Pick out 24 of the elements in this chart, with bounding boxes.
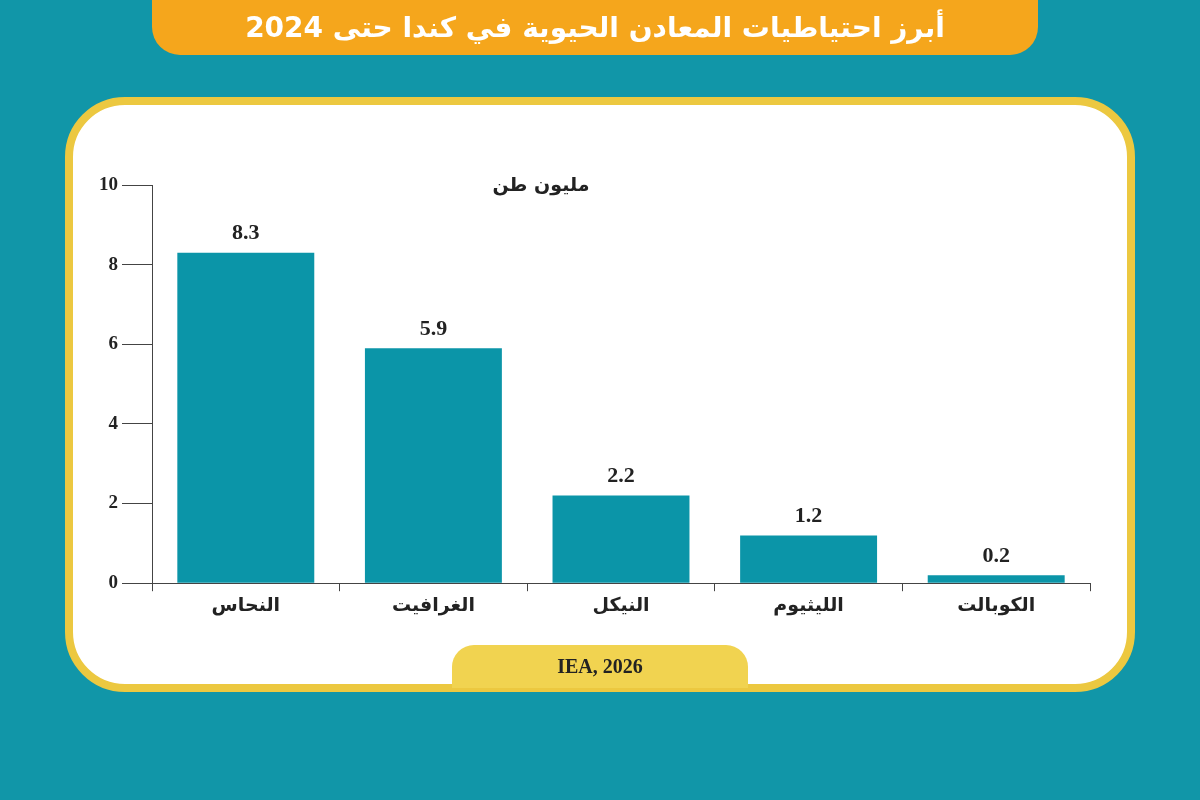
data-label: 1.2 bbox=[794, 502, 823, 528]
bar bbox=[552, 495, 690, 583]
data-label: 2.2 bbox=[607, 462, 635, 488]
bar bbox=[177, 252, 315, 583]
y-tick-label: 0 bbox=[108, 571, 118, 593]
bar bbox=[927, 575, 1065, 583]
y-tick-label: 10 bbox=[99, 172, 118, 194]
bar bbox=[364, 348, 502, 583]
x-tick-label: الكوبالت bbox=[957, 592, 1036, 616]
chart-title: أبرز احتياطيات المعادن الحيوية في كندا حتى 2024 bbox=[152, 0, 1038, 55]
data-label: 8.3 bbox=[232, 219, 260, 245]
data-label: 5.9 bbox=[419, 314, 448, 340]
y-tick-label: 4 bbox=[108, 411, 119, 433]
text: IEA, 2026 bbox=[452, 645, 748, 688]
y-axis-title: مليون طن bbox=[492, 173, 590, 197]
y-tick-label: 8 bbox=[108, 252, 118, 274]
x-tick-label: النحاس bbox=[211, 592, 281, 616]
x-tick-label: النيكل bbox=[592, 592, 650, 615]
y-tick-label: 2 bbox=[108, 491, 118, 513]
bar bbox=[740, 535, 878, 583]
data-label: 0.2 bbox=[982, 541, 1010, 567]
x-tick-label: الليثيوم bbox=[773, 592, 844, 616]
y-tick-label: 6 bbox=[108, 332, 118, 354]
x-tick-label: الغرافيت bbox=[391, 592, 475, 616]
